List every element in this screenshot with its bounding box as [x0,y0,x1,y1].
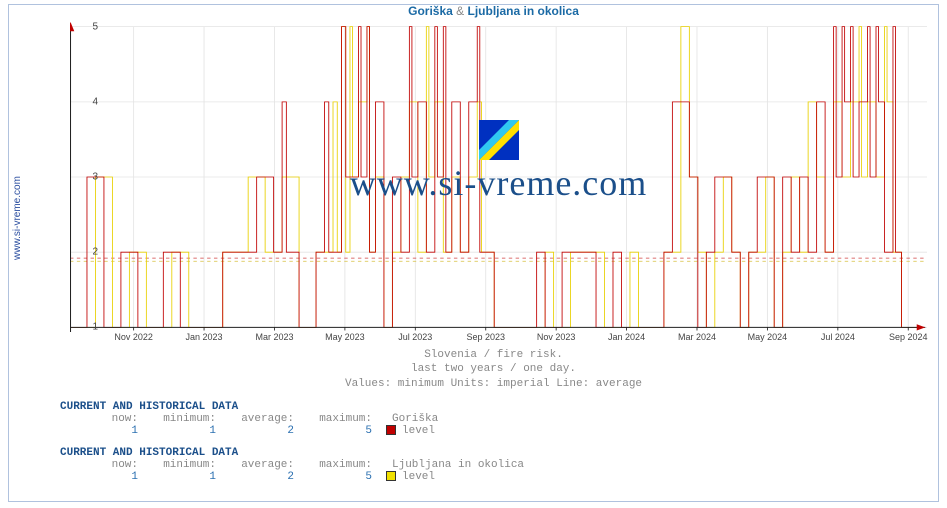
x-tick-label: Nov 2022 [114,332,153,342]
x-tick-label: Sep 2023 [466,332,505,342]
x-tick-label: May 2024 [748,332,788,342]
legend-swatch-icon [386,425,396,435]
data-value: 1 [138,471,216,483]
data-value: 5 [294,425,372,437]
data-value: 1 [60,471,138,483]
data-value: 1 [60,425,138,437]
chart-svg [70,22,927,332]
data-block-values-row: 1125level [60,471,947,483]
x-tick-label: Mar 2023 [255,332,293,342]
legend-swatch-icon [386,471,396,481]
data-col-label: minimum: [138,459,216,471]
data-col-label: maximum: [294,459,372,471]
data-block-values-row: 1125level [60,425,947,437]
data-col-label: maximum: [294,413,372,425]
x-tick-label: Jul 2023 [398,332,432,342]
chart-plot: 12345 www.si-vreme.com [70,22,927,332]
chart-caption: Slovenia / fire risk. last two years / o… [40,348,947,391]
unit-label: level [402,471,435,483]
title-series-2: Ljubljana in okolica [468,4,579,18]
data-col-label: now: [60,459,138,471]
y-tick-label: 4 [92,96,98,107]
series-name-label: Goriška [392,413,438,425]
data-block-labels-row: now:minimum:average:maximum: Goriška [60,413,947,425]
y-tick-label: 2 [92,247,98,258]
caption-line-3: Values: minimum Units: imperial Line: av… [40,377,947,391]
data-col-label: now: [60,413,138,425]
data-value: 5 [294,471,372,483]
x-tick-label: Jan 2023 [186,332,223,342]
data-block: CURRENT AND HISTORICAL DATAnow:minimum:a… [60,401,947,437]
data-value: 2 [216,471,294,483]
data-block-header: CURRENT AND HISTORICAL DATA [60,447,947,459]
x-tick-label: Sep 2024 [889,332,928,342]
title-amp: & [456,4,464,18]
caption-line-2: last two years / one day. [40,362,947,376]
unit-label: level [402,425,435,437]
x-tick-label: Jan 2024 [608,332,645,342]
data-block-header: CURRENT AND HISTORICAL DATA [60,401,947,413]
x-tick-label: Nov 2023 [537,332,576,342]
x-tick-label: May 2023 [325,332,365,342]
x-tick-label: Jul 2024 [821,332,855,342]
y-tick-label: 3 [92,172,98,183]
x-axis-labels: Nov 2022 Jan 2023 Mar 2023 May 2023 Jul 2023… [70,332,927,346]
y-axis-labels: 12345 [88,22,98,332]
x-tick-label: Mar 2024 [678,332,716,342]
data-block-labels-row: now:minimum:average:maximum: Ljubljana in… [60,459,947,471]
series-name-label: Ljubljana in okolica [392,459,524,471]
side-url-label: www.si-vreme.com [12,176,23,260]
y-tick-label: 5 [92,21,98,32]
caption-line-1: Slovenia / fire risk. [40,348,947,362]
data-col-label: average: [216,413,294,425]
data-value: 2 [216,425,294,437]
title-series-1: Goriška [408,4,453,18]
data-block: CURRENT AND HISTORICAL DATAnow:minimum:a… [60,447,947,483]
data-value: 1 [138,425,216,437]
content-area: Goriška & Ljubljana in okolica 12345 www… [40,0,947,508]
chart-title: Goriška & Ljubljana in okolica [40,0,947,18]
data-col-label: average: [216,459,294,471]
data-col-label: minimum: [138,413,216,425]
